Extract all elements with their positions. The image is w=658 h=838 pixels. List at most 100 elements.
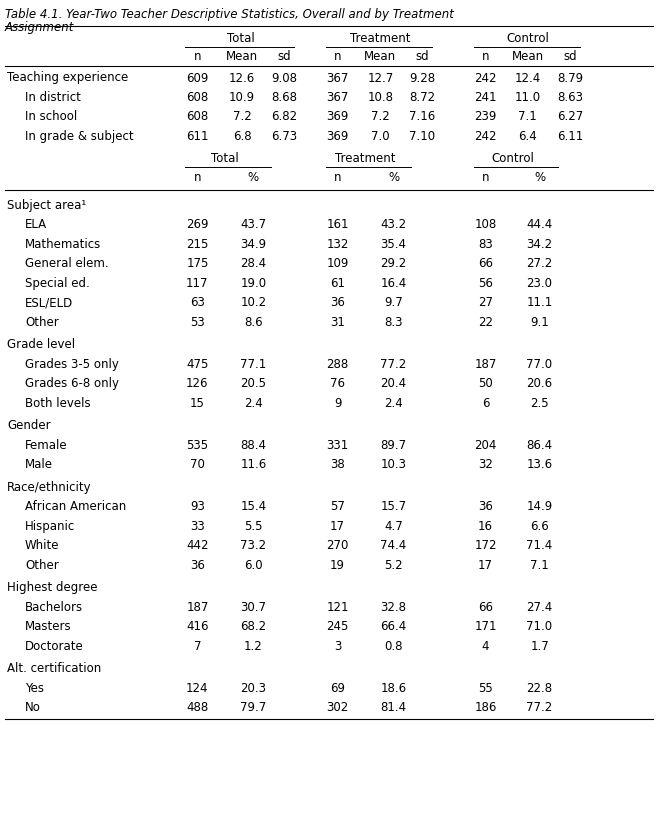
Text: Mean: Mean [512,49,544,63]
Text: 108: 108 [474,218,497,231]
Text: 442: 442 [186,539,209,552]
Text: 6.27: 6.27 [557,111,583,123]
Text: 16.4: 16.4 [380,277,407,289]
Text: 20.6: 20.6 [526,377,553,390]
Text: 22: 22 [478,315,493,328]
Text: 88.4: 88.4 [240,438,266,452]
Text: 14.9: 14.9 [526,500,553,513]
Text: 83: 83 [478,237,493,251]
Text: Control: Control [506,32,549,44]
Text: 50: 50 [478,377,493,390]
Text: 5.2: 5.2 [384,558,403,572]
Text: 187: 187 [474,358,497,370]
Text: 161: 161 [326,218,349,231]
Text: Grade level: Grade level [7,338,75,351]
Text: 17: 17 [330,520,345,532]
Text: %: % [388,171,399,184]
Text: 6.11: 6.11 [557,130,583,143]
Text: 57: 57 [330,500,345,513]
Text: 15: 15 [190,396,205,410]
Text: 23.0: 23.0 [526,277,553,289]
Text: 27: 27 [478,296,493,309]
Text: 416: 416 [186,620,209,633]
Text: 9.28: 9.28 [409,71,436,85]
Text: 7.1: 7.1 [530,558,549,572]
Text: 9.1: 9.1 [530,315,549,328]
Text: Race/ethnicity: Race/ethnicity [7,480,91,494]
Text: 77.1: 77.1 [240,358,266,370]
Text: 367: 367 [326,71,349,85]
Text: 8.72: 8.72 [409,91,436,104]
Text: 12.6: 12.6 [229,71,255,85]
Text: 28.4: 28.4 [240,257,266,270]
Text: 8.79: 8.79 [557,71,583,85]
Text: Masters: Masters [25,620,72,633]
Text: 4.7: 4.7 [384,520,403,532]
Text: Total: Total [211,152,240,164]
Text: Mean: Mean [226,49,258,63]
Text: 17: 17 [478,558,493,572]
Text: Yes: Yes [25,681,44,695]
Text: 9.08: 9.08 [271,71,297,85]
Text: 8.6: 8.6 [244,315,263,328]
Text: 3: 3 [334,639,342,653]
Text: 12.4: 12.4 [515,71,541,85]
Text: 10.8: 10.8 [367,91,393,104]
Text: 15.4: 15.4 [240,500,266,513]
Text: n: n [193,49,201,63]
Text: 475: 475 [186,358,209,370]
Text: 68.2: 68.2 [240,620,266,633]
Text: 86.4: 86.4 [526,438,553,452]
Text: Other: Other [25,315,59,328]
Text: 33: 33 [190,520,205,532]
Text: Mathematics: Mathematics [25,237,101,251]
Text: 109: 109 [326,257,349,270]
Text: Control: Control [491,152,534,164]
Text: 29.2: 29.2 [380,257,407,270]
Text: 36: 36 [330,296,345,309]
Text: Hispanic: Hispanic [25,520,75,532]
Text: 71.4: 71.4 [526,539,553,552]
Text: n: n [334,171,342,184]
Text: ESL/ELD: ESL/ELD [25,296,73,309]
Text: 241: 241 [474,91,497,104]
Text: 20.3: 20.3 [240,681,266,695]
Text: 27.4: 27.4 [526,601,553,613]
Text: 15.7: 15.7 [380,500,407,513]
Text: 6: 6 [482,396,490,410]
Text: n: n [334,49,342,63]
Text: 56: 56 [478,277,493,289]
Text: 53: 53 [190,315,205,328]
Text: 0.8: 0.8 [384,639,403,653]
Text: 74.4: 74.4 [380,539,407,552]
Text: 8.3: 8.3 [384,315,403,328]
Text: 186: 186 [474,701,497,714]
Text: Subject area¹: Subject area¹ [7,199,86,211]
Text: 79.7: 79.7 [240,701,266,714]
Text: Special ed.: Special ed. [25,277,89,289]
Text: 608: 608 [186,91,209,104]
Text: 535: 535 [186,438,209,452]
Text: 89.7: 89.7 [380,438,407,452]
Text: 4: 4 [482,639,490,653]
Text: No: No [25,701,41,714]
Text: 9: 9 [334,396,342,410]
Text: Teaching experience: Teaching experience [7,71,128,85]
Text: 71.0: 71.0 [526,620,553,633]
Text: 10.9: 10.9 [229,91,255,104]
Text: sd: sd [416,49,429,63]
Text: 36: 36 [190,558,205,572]
Text: ELA: ELA [25,218,47,231]
Text: 19.0: 19.0 [240,277,266,289]
Text: 43.2: 43.2 [380,218,407,231]
Text: In grade & subject: In grade & subject [25,130,134,143]
Text: 19: 19 [330,558,345,572]
Text: 242: 242 [474,71,497,85]
Text: 18.6: 18.6 [380,681,407,695]
Text: 124: 124 [186,681,209,695]
Text: 369: 369 [326,111,349,123]
Text: 76: 76 [330,377,345,390]
Text: 609: 609 [186,71,209,85]
Text: 30.7: 30.7 [240,601,266,613]
Text: 32: 32 [478,458,493,471]
